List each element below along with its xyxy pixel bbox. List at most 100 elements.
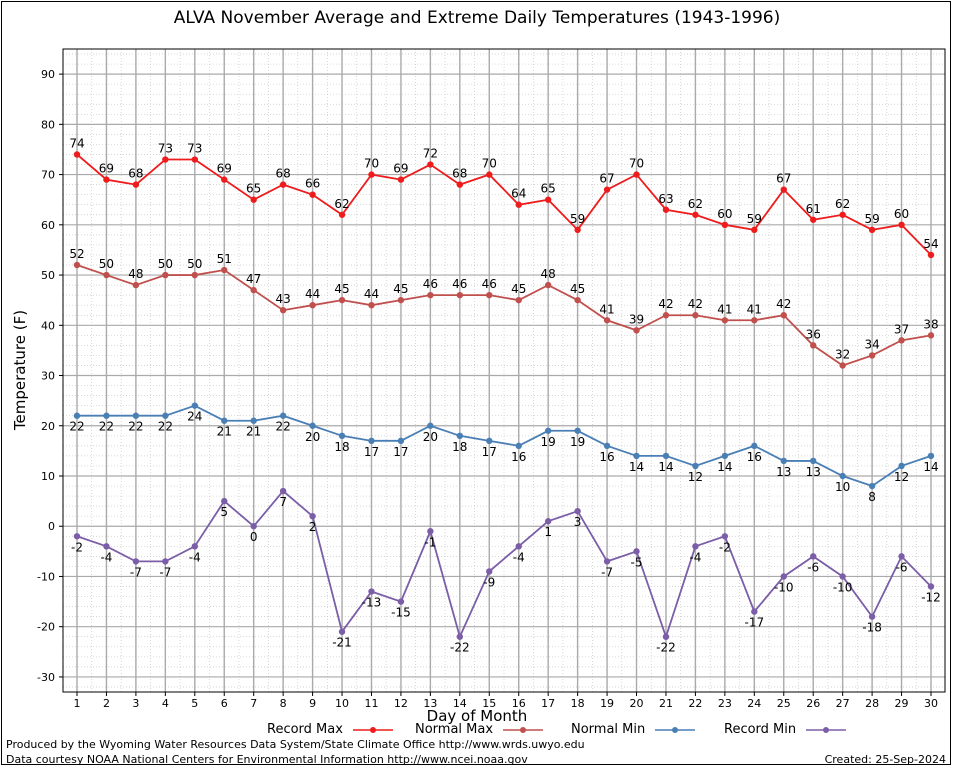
data-point-normal-max xyxy=(662,312,670,319)
data-label-record-max: 59 xyxy=(864,212,879,226)
data-point-record-max xyxy=(397,176,405,183)
legend-label-record-min: Record Min xyxy=(724,722,797,737)
y-tick-label: 90 xyxy=(41,68,55,81)
data-label-normal-max: 50 xyxy=(158,257,173,271)
data-label-normal-min: 22 xyxy=(69,420,84,434)
x-axis: 1 2 3 4 5 6 7 8 9 10 11 12 13 14 15 16 17 18 19 20 21 22 23 24 2… xyxy=(74,692,938,710)
data-label-record-min: -18 xyxy=(862,621,882,635)
x-tick-label: 29 xyxy=(895,697,909,710)
data-label-record-max: 60 xyxy=(894,207,909,221)
data-label-normal-max: 45 xyxy=(334,282,349,296)
data-label-normal-min: 17 xyxy=(364,445,379,459)
data-label-record-max: 62 xyxy=(688,197,703,211)
data-point-record-min xyxy=(574,507,581,515)
data-label-normal-min: 12 xyxy=(688,470,703,484)
data-point-normal-min xyxy=(868,482,876,490)
y-tick-label: 70 xyxy=(41,169,55,182)
x-axis-label: Day of Month xyxy=(426,707,528,725)
x-tick-label: 15 xyxy=(482,697,496,710)
data-point-normal-max xyxy=(898,337,905,344)
data-point-normal-max xyxy=(368,301,375,309)
data-label-record-min: -2 xyxy=(719,540,731,554)
data-label-record-min: -22 xyxy=(656,641,676,655)
data-point-normal-min xyxy=(515,442,522,450)
data-point-normal-max xyxy=(603,317,611,324)
data-point-normal-max xyxy=(692,312,699,319)
plot-border xyxy=(62,48,946,693)
data-label-normal-min: 18 xyxy=(334,440,349,454)
data-point-normal-min xyxy=(427,422,434,429)
data-point-record-max xyxy=(810,216,817,223)
data-point-normal-max xyxy=(456,291,464,299)
data-label-normal-max: 37 xyxy=(894,322,909,336)
data-label-record-min: -7 xyxy=(601,565,613,579)
data-point-record-max xyxy=(839,211,846,218)
data-point-normal-max xyxy=(839,362,846,369)
data-label-normal-max: 48 xyxy=(541,267,556,281)
x-tick-label: 3 xyxy=(132,697,139,710)
data-label-record-min: -10 xyxy=(833,580,853,594)
data-point-normal-max xyxy=(397,296,405,304)
legend-item-normal-max: Normal Max xyxy=(415,722,544,737)
data-point-normal-min xyxy=(368,437,375,445)
data-label-record-min: -4 xyxy=(689,550,701,564)
data-point-normal-min xyxy=(721,452,729,460)
data-label-normal-min: 19 xyxy=(541,435,556,449)
data-label-record-min: -6 xyxy=(896,560,908,574)
data-point-normal-max xyxy=(162,271,169,279)
data-point-record-min xyxy=(721,533,729,540)
data-label-normal-max: 48 xyxy=(128,267,143,281)
data-point-normal-max xyxy=(338,296,346,304)
data-label-record-max: 59 xyxy=(747,212,762,226)
data-label-record-min: -4 xyxy=(513,550,525,564)
chart-title: ALVA November Average and Extreme Daily … xyxy=(173,8,781,28)
data-label-normal-min: 16 xyxy=(511,450,526,464)
data-point-normal-min xyxy=(397,437,405,445)
data-point-normal-min xyxy=(73,412,81,419)
legend-item-record-max: Record Max xyxy=(267,722,394,737)
data-label-normal-max: 32 xyxy=(835,347,850,361)
data-label-normal-min: 16 xyxy=(747,450,762,464)
data-label-normal-max: 45 xyxy=(570,282,585,296)
data-point-record-min xyxy=(250,523,257,530)
legend-swatch-normal-min xyxy=(655,726,696,733)
data-label-record-min: -13 xyxy=(362,596,382,610)
data-label-record-min: -21 xyxy=(332,636,352,650)
data-label-normal-min: 22 xyxy=(275,420,290,434)
data-label-normal-min: 14 xyxy=(717,460,732,474)
data-label-normal-min: 12 xyxy=(894,470,909,484)
data-point-normal-min xyxy=(574,427,581,434)
data-point-record-max xyxy=(603,186,611,193)
data-point-record-min xyxy=(309,512,316,520)
x-tick-label: 24 xyxy=(747,697,761,710)
data-label-record-max: 54 xyxy=(923,237,938,251)
data-label-normal-min: 22 xyxy=(99,420,114,434)
x-tick-label: 12 xyxy=(394,697,408,710)
x-tick-label: 4 xyxy=(162,697,169,710)
data-label-normal-max: 42 xyxy=(776,297,791,311)
x-tick-label: 1 xyxy=(74,697,81,710)
data-point-normal-min xyxy=(338,432,346,440)
data-point-record-min xyxy=(544,518,552,525)
data-label-record-max: 73 xyxy=(158,142,173,156)
data-point-record-max xyxy=(751,226,758,234)
data-point-normal-min xyxy=(692,462,699,470)
data-point-normal-min xyxy=(780,457,787,465)
data-point-record-min xyxy=(397,598,405,605)
data-label-record-min: -12 xyxy=(921,591,941,605)
data-label-normal-min: 24 xyxy=(187,410,202,424)
data-point-record-max xyxy=(868,226,876,234)
data-point-record-max xyxy=(486,171,493,178)
series-record-min: -2 -4 -7 -7 -4 5 0 7 2 -21 -13 -15 -1 -22 -9 -4 1 3 -7 -5 -2… xyxy=(71,487,941,655)
data-point-normal-max xyxy=(221,266,228,274)
data-label-normal-min: 13 xyxy=(806,465,821,479)
x-tick-label: 17 xyxy=(541,697,555,710)
data-label-record-min: -22 xyxy=(450,641,470,655)
data-point-record-max xyxy=(692,211,699,218)
series-normal-min: 22 22 22 22 24 21 21 22 20 18 17 17 20 18 17 16 19 19 16 14… xyxy=(69,402,939,504)
data-label-normal-max: 43 xyxy=(275,292,290,306)
series-line-record-max xyxy=(76,153,932,256)
data-label-normal-min: 19 xyxy=(570,435,585,449)
data-point-record-max xyxy=(162,156,169,163)
data-point-record-min xyxy=(338,628,346,635)
